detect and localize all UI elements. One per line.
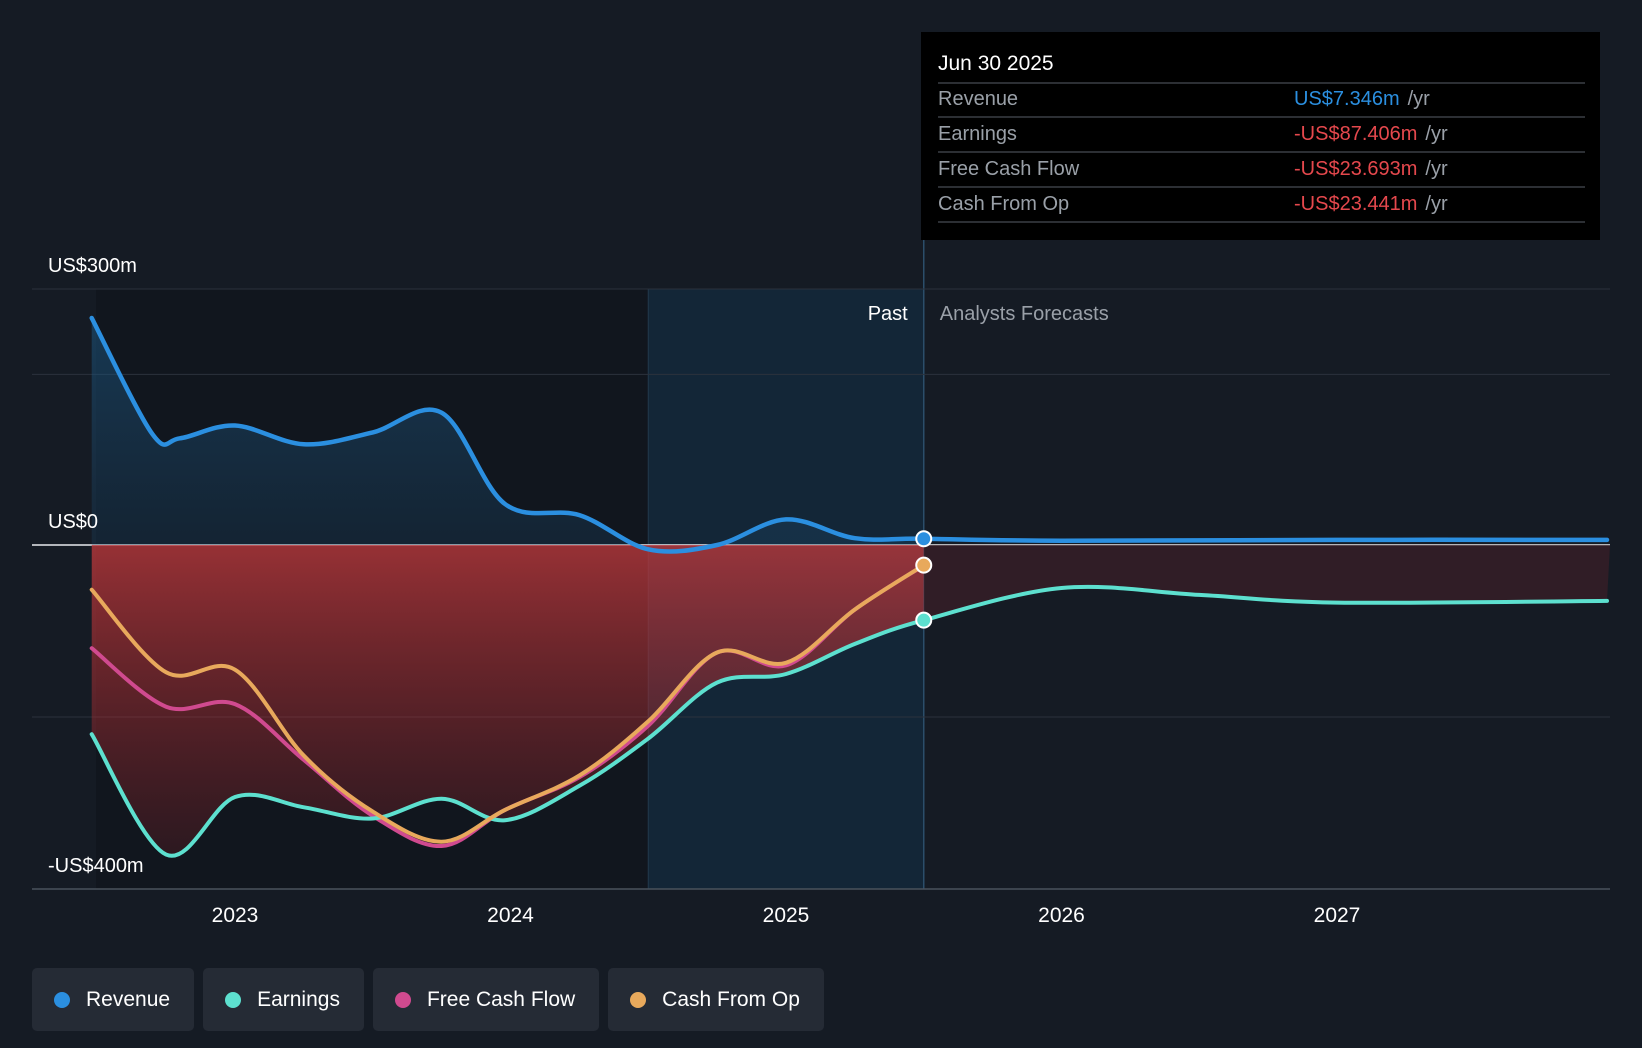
forecast-label: Analysts Forecasts (940, 303, 1109, 325)
cash-from-op-line (89, 563, 926, 844)
legend-item-cash-from-op[interactable]: Cash From Op (608, 968, 824, 1031)
tooltip-label: Revenue (938, 88, 1018, 110)
tooltip-label: Free Cash Flow (938, 158, 1080, 180)
tooltip-box (921, 32, 1600, 240)
legend-label: Free Cash Flow (426, 987, 576, 1011)
tooltip-value: -US$87.406m (1294, 123, 1417, 145)
legend-label: Cash From Op (662, 987, 800, 1011)
legend-label: Earnings (257, 987, 340, 1011)
negative-area (91, 545, 924, 856)
revenue-marker (915, 530, 933, 548)
legend-label: Revenue (86, 987, 171, 1011)
legend-item-earnings[interactable]: Earnings (203, 968, 364, 1031)
legend-dot (225, 991, 242, 1008)
legend-dot (394, 991, 411, 1008)
tooltip-value: -US$23.693m (1294, 158, 1417, 180)
legend: Revenue Earnings Free Cash Flow Cash From O… (32, 968, 824, 1031)
earnings-marker (915, 611, 933, 629)
y-tick-label: US$0 (48, 511, 98, 533)
tooltip-value: -US$23.441m (1294, 193, 1417, 215)
legend-item-revenue[interactable]: Revenue (32, 968, 195, 1031)
x-tick-label: 2024 (487, 904, 534, 927)
revenue-area (91, 318, 924, 552)
tooltip-unit: /yr (1425, 123, 1448, 145)
past-label: Past (868, 303, 908, 325)
tooltip-unit: /yr (1425, 193, 1448, 215)
revenue-line (89, 315, 1610, 554)
earnings-line (89, 584, 1609, 858)
forecast-negative-area (923, 545, 1610, 621)
x-tick-label: 2023 (212, 904, 259, 927)
y-tick-label: US$300m (48, 255, 137, 277)
legend-dot (630, 991, 647, 1008)
x-tick-label: 2025 (763, 904, 810, 927)
legend-item-free-cash-flow[interactable]: Free Cash Flow (372, 968, 600, 1031)
cash-from-op-marker (915, 556, 933, 574)
tooltip-date: Jun 30 2025 (938, 52, 1054, 75)
y-tick-label: -US$400m (48, 855, 144, 877)
x-tick-label: 2026 (1038, 904, 1085, 927)
tooltip-label: Cash From Op (938, 193, 1069, 215)
tooltip-label: Earnings (938, 123, 1017, 145)
tooltip-unit: /yr (1408, 88, 1431, 110)
x-tick-label: 2027 (1314, 904, 1361, 927)
legend-dot (54, 991, 70, 1008)
tooltip-value: US$7.346m (1294, 88, 1400, 110)
tooltip-unit: /yr (1425, 158, 1448, 180)
